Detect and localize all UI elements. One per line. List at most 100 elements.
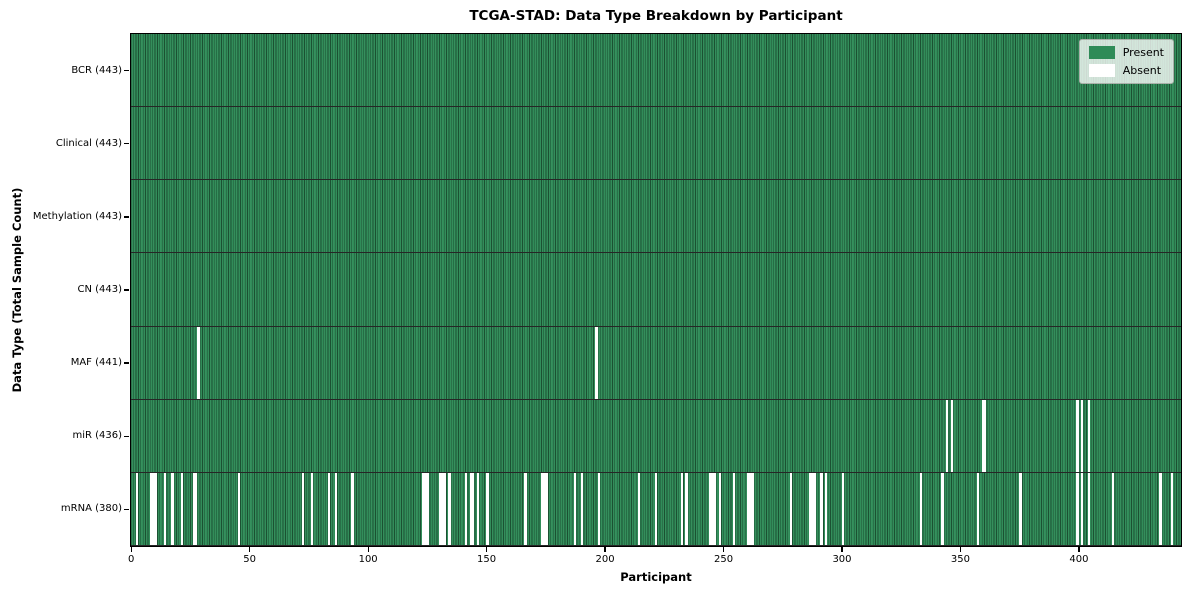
absent-stripe bbox=[825, 472, 828, 545]
absent-stripe bbox=[152, 472, 155, 545]
absent-stripe bbox=[472, 472, 475, 545]
x-tick-mark bbox=[959, 547, 962, 552]
absent-swatch bbox=[1088, 64, 1115, 77]
absent-stripe bbox=[197, 326, 200, 399]
legend-label-absent: Absent bbox=[1122, 64, 1162, 77]
x-tick-label-0: 0 bbox=[128, 554, 135, 565]
x-tick-mark bbox=[249, 547, 251, 552]
heatmap-row-Methylation bbox=[131, 180, 1181, 254]
heatmap-row-miR bbox=[131, 399, 1181, 473]
heatmap-row-Clinical bbox=[131, 107, 1181, 181]
absent-stripe bbox=[543, 472, 546, 545]
absent-stripe bbox=[581, 472, 584, 545]
y-tick-label-MAF: MAF (441) bbox=[70, 357, 122, 369]
y-tick-mark bbox=[124, 508, 129, 510]
absent-stripe bbox=[595, 326, 598, 399]
absent-stripe bbox=[732, 472, 736, 545]
x-tick-label-350: 350 bbox=[950, 554, 970, 565]
legend-label-present: Present bbox=[1122, 46, 1164, 59]
absent-stripe bbox=[638, 472, 641, 545]
x-tick-mark bbox=[1078, 547, 1080, 552]
absent-stripe bbox=[820, 472, 823, 545]
y-tick-label-Clinical: Clinical (443) bbox=[55, 137, 122, 149]
y-tick-mark bbox=[124, 70, 129, 72]
absent-stripe bbox=[709, 472, 712, 545]
absent-stripe bbox=[1111, 472, 1115, 545]
absent-stripe bbox=[983, 399, 987, 472]
absent-stripe bbox=[685, 472, 688, 545]
absent-stripe bbox=[789, 472, 792, 545]
x-tick-mark bbox=[604, 547, 606, 552]
absent-stripe bbox=[171, 472, 174, 545]
y-tick-label-mRNA: mRNA (380) bbox=[60, 503, 122, 515]
absent-stripe bbox=[597, 472, 601, 545]
absent-stripe bbox=[941, 472, 944, 545]
y-tick-mark bbox=[124, 143, 129, 145]
absent-stripe bbox=[443, 472, 447, 545]
absent-stripe bbox=[465, 472, 468, 545]
absent-stripe bbox=[469, 472, 473, 545]
absent-stripe bbox=[149, 472, 153, 545]
x-axis-title: Participant bbox=[620, 570, 692, 584]
y-tick-label-BCR: BCR (443) bbox=[71, 64, 122, 76]
absent-stripe bbox=[946, 399, 949, 472]
x-tick-label-150: 150 bbox=[477, 554, 497, 565]
absent-stripe bbox=[841, 472, 845, 545]
y-tick-mark bbox=[124, 289, 129, 291]
absent-stripe bbox=[1088, 399, 1091, 472]
absent-stripe bbox=[476, 472, 480, 545]
absent-stripe bbox=[1159, 472, 1162, 545]
present-fill bbox=[131, 326, 1181, 399]
y-tick-label-miR: miR (436) bbox=[72, 430, 122, 442]
absent-stripe bbox=[813, 472, 816, 545]
absent-stripe bbox=[713, 472, 717, 545]
x-tick-mark bbox=[841, 547, 843, 552]
x-tick-mark bbox=[130, 547, 132, 552]
y-tick-label-Methylation: Methylation (443) bbox=[32, 210, 122, 222]
x-tick-label-400: 400 bbox=[1069, 554, 1089, 565]
absent-stripe bbox=[237, 472, 240, 545]
absent-stripe bbox=[154, 472, 157, 545]
absent-stripe bbox=[424, 472, 428, 545]
absent-stripe bbox=[311, 472, 314, 545]
present-fill bbox=[131, 107, 1181, 180]
legend: Present Absent bbox=[1078, 39, 1174, 84]
absent-stripe bbox=[919, 472, 923, 545]
x-tick-label-100: 100 bbox=[358, 554, 378, 565]
present-fill bbox=[131, 180, 1181, 253]
absent-stripe bbox=[164, 472, 167, 545]
absent-stripe bbox=[192, 472, 195, 545]
chart-title: TCGA-STAD: Data Type Breakdown by Partic… bbox=[469, 8, 843, 24]
x-tick-mark bbox=[722, 547, 725, 552]
absent-stripe bbox=[422, 472, 425, 545]
absent-stripe bbox=[711, 472, 714, 545]
absent-stripe bbox=[1076, 472, 1079, 545]
heatmap-row-MAF bbox=[131, 326, 1181, 400]
absent-stripe bbox=[1019, 472, 1022, 545]
absent-stripe bbox=[334, 472, 338, 545]
absent-stripe bbox=[749, 472, 752, 545]
x-tick-label-250: 250 bbox=[713, 554, 734, 565]
absent-stripe bbox=[718, 472, 721, 545]
absent-stripe bbox=[427, 472, 430, 545]
x-tick-label-300: 300 bbox=[832, 554, 852, 565]
heatmap-row-CN bbox=[131, 253, 1181, 327]
absent-stripe bbox=[808, 472, 811, 545]
absent-stripe bbox=[976, 472, 980, 545]
absent-stripe bbox=[545, 472, 548, 545]
absent-stripe bbox=[1081, 399, 1084, 472]
absent-stripe bbox=[751, 472, 755, 545]
x-tick-mark bbox=[367, 547, 369, 552]
x-tick-mark bbox=[485, 547, 488, 552]
absent-stripe bbox=[1081, 472, 1084, 545]
heatmap-row-BCR bbox=[131, 34, 1181, 108]
absent-stripe bbox=[327, 472, 330, 545]
absent-stripe bbox=[950, 399, 954, 472]
x-tick-label-200: 200 bbox=[595, 554, 615, 565]
legend-item-absent: Absent bbox=[1088, 64, 1164, 77]
absent-stripe bbox=[439, 472, 442, 545]
absent-stripe bbox=[747, 472, 750, 545]
plot-area: Present Absent bbox=[130, 33, 1182, 547]
present-fill bbox=[131, 253, 1181, 326]
absent-stripe bbox=[540, 472, 544, 545]
